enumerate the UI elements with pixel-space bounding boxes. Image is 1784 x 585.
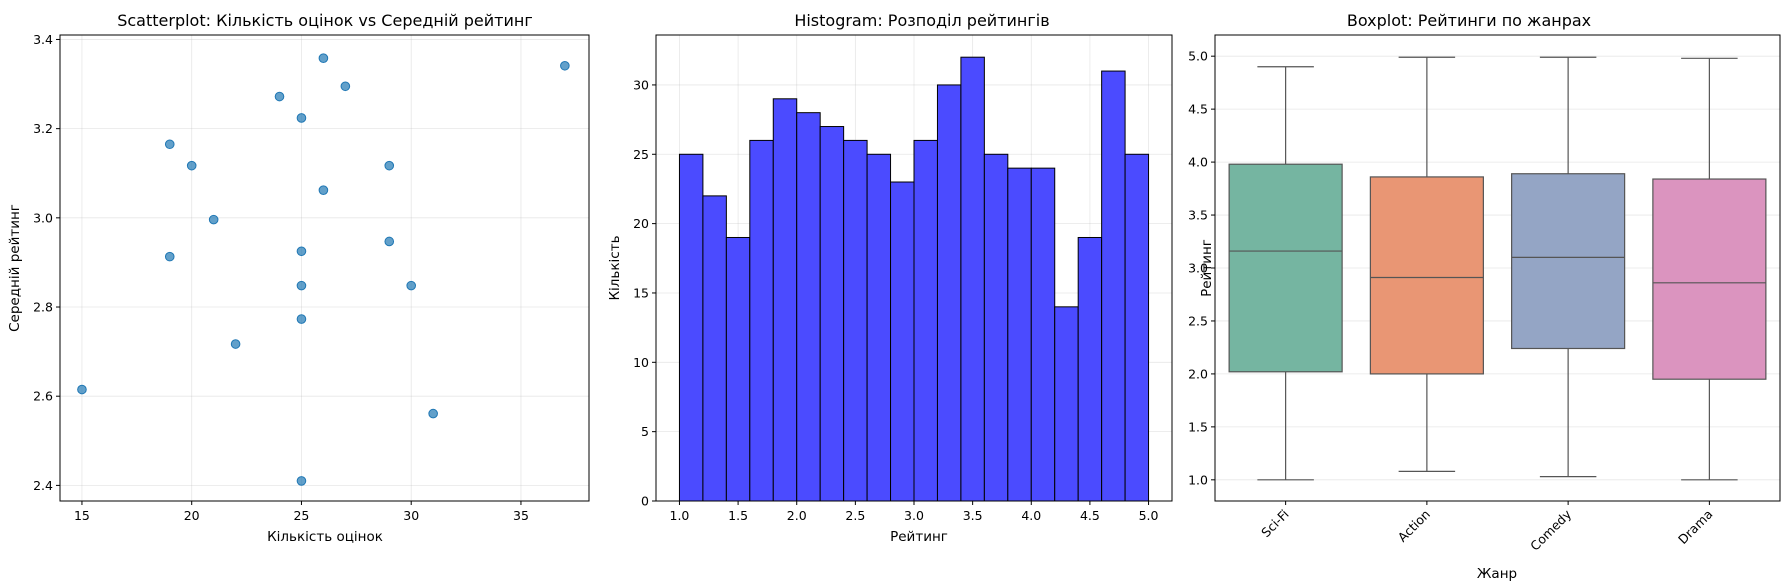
histogram-xtick-label: 3.0: [904, 508, 924, 523]
scatter-point: [274, 91, 285, 102]
histogram-xtick-label: 2.5: [845, 508, 865, 523]
scatter-xlabel: Кількість оцінок: [267, 529, 383, 545]
histogram-xtick-label: 4.0: [1021, 508, 1041, 523]
boxplot-xtick-label: Action: [1395, 507, 1433, 545]
boxplot-ytick-label: 1.0: [1188, 472, 1208, 487]
histogram-bar: [913, 139, 938, 502]
scatter-xtick-label: 20: [184, 508, 200, 523]
histogram-xtick-label: 5.0: [1139, 508, 1159, 523]
scatter-point: [428, 408, 438, 419]
histogram-bar: [1054, 306, 1079, 502]
boxplot-title: Boxplot: Рейтинги по жанрах: [1347, 11, 1591, 30]
scatter-point: [77, 384, 87, 395]
histogram-bar: [983, 153, 1009, 502]
histogram-bar: [960, 56, 985, 502]
histogram-bar: [1101, 70, 1126, 502]
scatter-ytick-label: 2.6: [33, 389, 53, 404]
boxplot-xtick-label: Comedy: [1527, 506, 1575, 554]
scatter-point: [208, 214, 219, 225]
histogram-bar: [1007, 167, 1032, 502]
scatter-ytick-label: 3.0: [33, 210, 53, 225]
histogram-ytick-label: 5: [641, 424, 649, 439]
scatter-point: [186, 160, 197, 171]
scatter-point: [560, 60, 570, 71]
scatter-ytick-label: 2.4: [33, 478, 53, 493]
histogram-bar: [936, 84, 962, 502]
boxplot-box: [1511, 173, 1626, 350]
boxplot-xlabel: Жанр: [1477, 566, 1517, 582]
histogram-panel: Histogram: Розподіл рейтингів 1.0 1.5 2.0 2…: [607, 11, 1173, 545]
scatter-point: [384, 160, 395, 171]
scatter-point: [296, 246, 307, 257]
boxplot-ytick-label: 1.5: [1188, 419, 1208, 434]
histogram-bar: [725, 236, 751, 502]
histogram-bar: [890, 181, 915, 502]
scatter-point: [164, 251, 175, 262]
scatter-point: [230, 339, 241, 349]
scatter-point: [296, 113, 307, 123]
scatter-ytick-label: 3.4: [33, 32, 53, 47]
histogram-title: Histogram: Розподіл рейтингів: [794, 11, 1049, 30]
histogram-bar: [749, 139, 774, 502]
histogram-ytick-label: 20: [633, 216, 649, 231]
boxplot-xtick-label: Sci-Fi: [1258, 507, 1292, 541]
scatter-ytick-label: 3.2: [33, 121, 53, 136]
histogram-xlabel: Рейтинг: [890, 529, 948, 545]
histogram-ylabel: Кількість: [607, 235, 623, 300]
boxplot-ylabel: Рейтинг: [1199, 239, 1215, 297]
boxplot-ytick-label: 3.0: [1188, 261, 1208, 276]
boxplot-ytick-label: 2.0: [1188, 366, 1208, 381]
histogram-bar: [843, 139, 868, 502]
scatter-xtick-label: 15: [74, 508, 90, 523]
histogram-bar: [1124, 153, 1150, 502]
histogram-bar: [772, 98, 798, 502]
histogram-ytick-label: 25: [633, 147, 649, 162]
boxplot-box: [1228, 163, 1343, 373]
boxplot-panel: Boxplot: Рейтинги по жанрах 1.0 1.5 2.0 2.5…: [1188, 11, 1781, 582]
histogram-ytick-label: 10: [633, 355, 649, 370]
boxplot-ytick-label: 3.5: [1188, 208, 1208, 223]
boxplot-xtick-label: Drama: [1675, 507, 1715, 547]
boxplot-ytick-label: 4.0: [1188, 155, 1208, 170]
histogram-xtick-label: 1.5: [728, 508, 748, 523]
scatter-point: [318, 53, 329, 63]
boxplot-box: [1369, 176, 1484, 375]
histogram-bar: [796, 112, 821, 502]
histogram-ytick-label: 30: [633, 77, 649, 92]
histogram-ytick-label: 15: [633, 285, 649, 300]
histogram-bar: [1030, 167, 1056, 502]
scatter-point: [164, 139, 175, 150]
scatter-xtick-label: 35: [513, 508, 529, 523]
histogram-xtick-label: 1.0: [670, 508, 690, 523]
scatter-ytick-label: 2.8: [33, 300, 53, 315]
scatter-point: [318, 185, 329, 195]
scatter-point: [296, 280, 307, 291]
histogram-xtick-label: 3.5: [963, 508, 983, 523]
histogram-xtick-label: 2.0: [787, 508, 807, 523]
scatter-xtick-label: 25: [293, 508, 309, 523]
boxplot-ytick-label: 2.5: [1188, 313, 1208, 328]
scatter-point: [296, 314, 307, 324]
histogram-bar: [866, 153, 892, 502]
boxplot-box: [1652, 178, 1767, 380]
scatter-point: [296, 476, 307, 486]
scatter-panel: Scatterplot: Кількість оцінок vs Середні…: [7, 11, 590, 545]
scatter-point: [384, 236, 395, 247]
histogram-bar: [678, 153, 704, 502]
scatter-ylabel: Середній рейтинг: [7, 204, 23, 332]
histogram-xtick-label: 4.5: [1080, 508, 1100, 523]
scatter-point: [340, 81, 351, 92]
scatter-point: [406, 280, 417, 291]
histogram-bar: [819, 126, 845, 502]
scatter-xtick-label: 30: [403, 508, 419, 523]
scatter-axes-frame: [59, 34, 590, 502]
boxplot-ytick-label: 5.0: [1188, 49, 1208, 64]
scatter-title: Scatterplot: Кількість оцінок vs Середні…: [117, 11, 533, 30]
histogram-bar: [1077, 236, 1103, 502]
histogram-ytick-label: 0: [641, 494, 649, 509]
histogram-bar: [702, 195, 727, 502]
boxplot-ytick-label: 4.5: [1188, 102, 1208, 117]
